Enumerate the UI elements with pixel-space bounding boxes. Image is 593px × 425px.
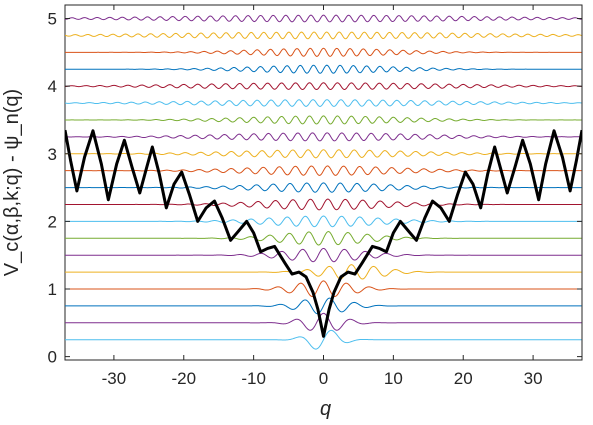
level-curve-1 (65, 329, 582, 350)
level-curve-10 (65, 182, 582, 193)
x-tick-label: 0 (319, 369, 328, 388)
level-curve-3 (65, 297, 582, 315)
level-curve-19 (65, 31, 582, 40)
level-curve-18 (65, 47, 582, 57)
level-curve-6 (65, 247, 582, 263)
y-axis-label: V_c(α,β,k;q) - ψ_n(q) (1, 89, 23, 276)
y-tick-label: 0 (48, 348, 57, 367)
potential-curve (65, 129, 582, 338)
level-curve-14 (65, 115, 582, 125)
level-curve-13 (65, 132, 582, 142)
level-curve-7 (65, 231, 582, 246)
level-curve-9 (65, 198, 582, 211)
level-curve-15 (65, 99, 582, 107)
y-tick-label: 1 (48, 280, 57, 299)
x-tick-label: 10 (384, 369, 403, 388)
y-tick-label: 3 (48, 145, 57, 164)
y-tick-label: 2 (48, 212, 57, 231)
y-tick-label: 5 (48, 10, 57, 29)
x-tick-label: 30 (524, 369, 543, 388)
x-axis-label: q (320, 398, 331, 420)
level-curve-5 (65, 264, 582, 280)
level-curve-20 (65, 14, 582, 23)
x-tick-label: -10 (241, 369, 266, 388)
level-curve-8 (65, 215, 582, 228)
y-tick-label: 4 (48, 77, 57, 96)
level-curve-16 (65, 82, 582, 91)
level-curve-4 (65, 280, 582, 297)
level-curve-2 (65, 312, 582, 331)
level-curve-17 (65, 64, 582, 74)
x-tick-label: -30 (102, 369, 127, 388)
level-curve-11 (65, 165, 582, 176)
x-tick-label: 20 (454, 369, 473, 388)
x-tick-label: -20 (171, 369, 196, 388)
